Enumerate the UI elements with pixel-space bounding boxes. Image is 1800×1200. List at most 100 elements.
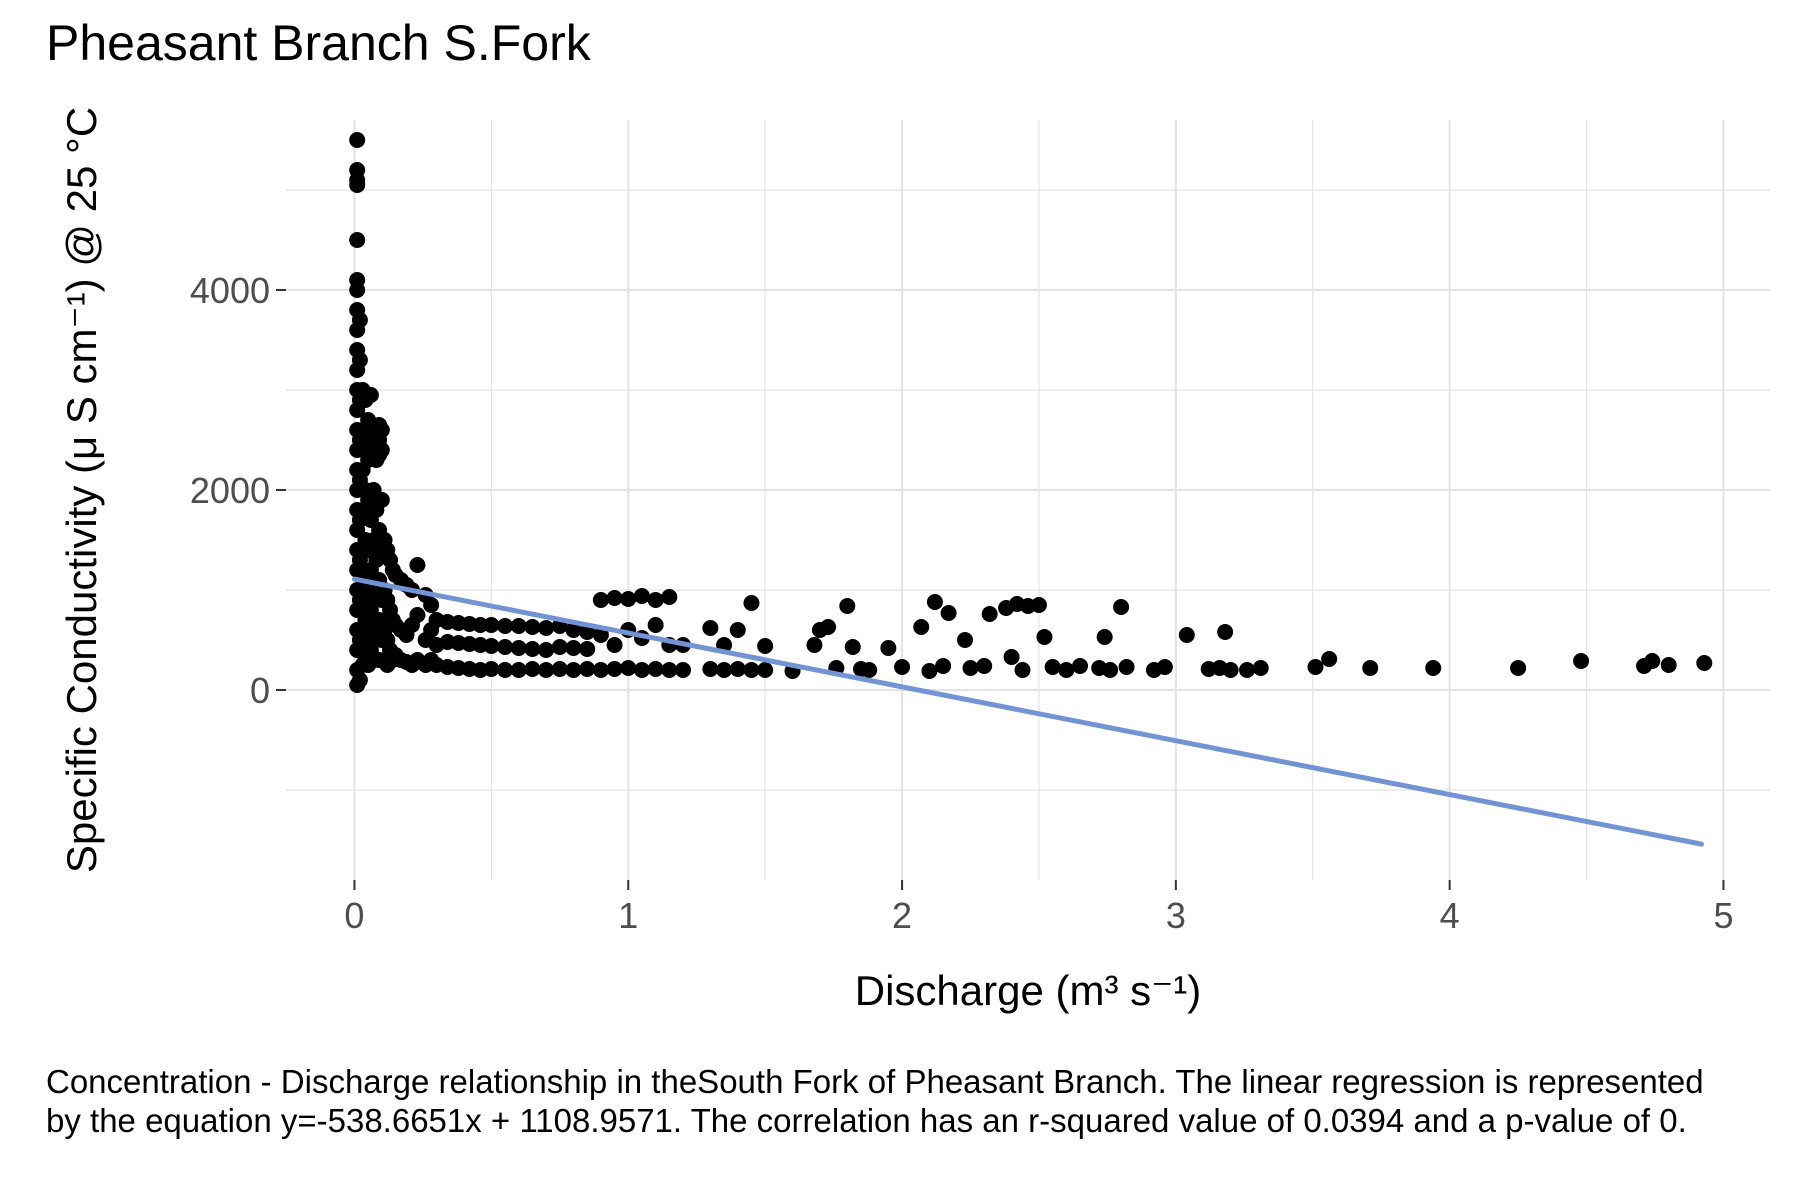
data-point (371, 432, 388, 448)
data-point (1003, 649, 1020, 665)
data-point (351, 312, 368, 328)
data-point (461, 636, 478, 652)
data-point (384, 652, 401, 668)
data-point (351, 632, 368, 648)
data-point (362, 387, 379, 403)
data-point (661, 662, 678, 678)
data-point (357, 612, 374, 628)
data-point (349, 177, 366, 193)
data-point (357, 482, 374, 498)
data-point (379, 657, 396, 673)
data-point (461, 661, 478, 677)
data-point (510, 662, 527, 678)
data-point (373, 442, 390, 458)
data-point (1239, 662, 1256, 678)
data-point (510, 618, 527, 634)
data-point (428, 657, 445, 673)
data-point (1200, 661, 1217, 677)
data-point (1425, 660, 1442, 676)
data-point (349, 462, 366, 478)
data-point (1321, 651, 1338, 667)
data-point (349, 322, 366, 338)
regression-line (351, 576, 1705, 847)
data-point (376, 622, 393, 638)
data-point (450, 615, 467, 631)
data-point (1036, 629, 1053, 645)
data-point (354, 582, 371, 598)
y-tick-label: 2000 (190, 470, 270, 511)
data-point (1014, 662, 1031, 678)
data-point (349, 662, 366, 678)
data-point (398, 654, 415, 670)
data-point (1510, 660, 1527, 676)
data-point (382, 602, 399, 618)
data-point (1156, 659, 1173, 675)
data-point (360, 492, 377, 508)
data-point (349, 622, 366, 638)
data-point (349, 272, 366, 288)
data-point (351, 472, 368, 488)
data-point (387, 567, 404, 583)
data-point (524, 641, 541, 657)
data-point (579, 661, 596, 677)
data-point (461, 616, 478, 632)
data-point (365, 422, 382, 438)
data-point (620, 660, 637, 676)
data-point (606, 637, 623, 653)
data-point (661, 589, 678, 605)
data-point (647, 661, 664, 677)
data-point (592, 627, 609, 643)
data-point (702, 620, 719, 636)
data-point (497, 618, 514, 634)
data-point (592, 662, 609, 678)
data-point (1145, 662, 1162, 678)
data-point (423, 622, 440, 638)
data-point (1030, 597, 1047, 613)
data-point (976, 658, 993, 674)
data-point (349, 282, 366, 298)
data-point (551, 639, 568, 655)
data-point (483, 617, 500, 633)
figure-caption: Concentration - Discharge relationship i… (46, 1063, 1704, 1139)
data-point (349, 402, 366, 418)
data-point (935, 658, 952, 674)
data-point (362, 642, 379, 658)
data-point (913, 619, 930, 635)
data-point (373, 592, 390, 608)
data-point (1020, 598, 1036, 614)
data-point (376, 652, 393, 668)
data-point (1118, 659, 1135, 675)
data-point (1178, 627, 1195, 643)
data-point (483, 638, 500, 654)
data-point (844, 639, 861, 655)
data-point (362, 512, 379, 528)
data-point (371, 652, 388, 668)
data-point (675, 637, 692, 653)
data-point (360, 657, 377, 673)
data-point (828, 660, 845, 676)
data-point (360, 452, 377, 468)
data-point (743, 662, 760, 678)
data-point (1307, 659, 1324, 675)
data-point (497, 639, 514, 655)
data-point (1696, 655, 1713, 671)
data-point (403, 657, 420, 673)
data-point (1009, 596, 1026, 612)
data-point (362, 602, 379, 618)
data-point (1252, 660, 1269, 676)
data-point (921, 663, 938, 679)
data-point (702, 661, 719, 677)
data-point (729, 661, 746, 677)
data-point (376, 532, 393, 548)
data-point (349, 442, 366, 458)
data-point (675, 662, 692, 678)
data-point (538, 662, 555, 678)
data-point (362, 442, 379, 458)
data-point (743, 595, 760, 611)
data-point (423, 597, 440, 613)
data-point (357, 572, 374, 588)
data-point (403, 617, 420, 633)
data-point (962, 660, 979, 676)
data-point (371, 447, 388, 463)
data-point (620, 622, 637, 638)
